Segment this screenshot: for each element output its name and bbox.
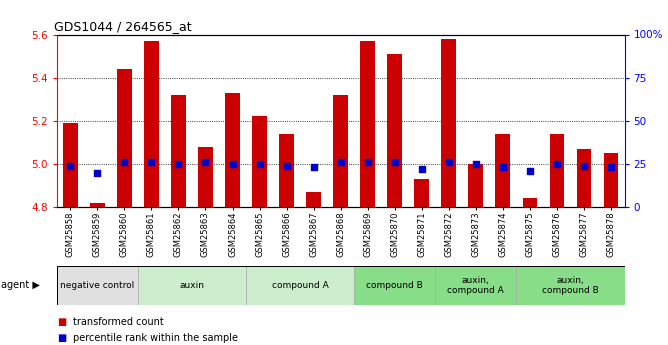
Point (416, 166, 427, 172)
Point (335, 159, 346, 165)
Bar (360, 41, 375, 207)
Point (146, 159, 157, 165)
Point (227, 161, 238, 167)
Point (552, 161, 562, 167)
Text: transformed count: transformed count (73, 317, 164, 326)
Point (606, 165, 617, 170)
Text: percentile rank within the sample: percentile rank within the sample (73, 333, 238, 343)
Bar (138, 266, 246, 305)
Text: agent ▶: agent ▶ (1, 280, 40, 290)
Text: auxin,
compound B: auxin, compound B (542, 276, 599, 295)
Point (578, 163, 589, 168)
Bar (90, 203, 105, 207)
Bar (414, 179, 430, 207)
Point (92, 170, 103, 175)
Point (470, 161, 481, 167)
Bar (522, 198, 537, 207)
Point (362, 159, 373, 165)
Point (65, 163, 75, 168)
Bar (354, 266, 436, 305)
Bar (442, 39, 456, 207)
Bar (436, 266, 516, 305)
Point (119, 159, 130, 165)
Point (281, 163, 292, 168)
Point (444, 159, 454, 165)
Bar (279, 134, 294, 207)
Bar (246, 266, 354, 305)
Bar (604, 153, 619, 207)
Bar (387, 54, 402, 207)
Bar (117, 69, 132, 207)
Bar (516, 266, 625, 305)
Bar (468, 164, 484, 207)
Bar (63, 123, 77, 207)
Point (498, 165, 508, 170)
Bar (225, 93, 240, 207)
Bar (144, 41, 159, 207)
Bar (496, 134, 510, 207)
Bar (171, 95, 186, 207)
Bar (57, 266, 138, 305)
Text: auxin: auxin (180, 281, 204, 290)
Point (255, 161, 265, 167)
Bar (550, 134, 564, 207)
Point (200, 159, 211, 165)
Point (309, 165, 319, 170)
Text: negative control: negative control (60, 281, 134, 290)
Text: compound B: compound B (366, 281, 423, 290)
Bar (333, 95, 348, 207)
Text: auxin,
compound A: auxin, compound A (448, 276, 504, 295)
Text: ■: ■ (57, 317, 66, 326)
Text: GDS1044 / 264565_at: GDS1044 / 264565_at (54, 20, 192, 33)
Bar (198, 147, 213, 207)
Text: ■: ■ (57, 333, 66, 343)
Text: compound A: compound A (272, 281, 329, 290)
Point (524, 168, 535, 174)
Bar (306, 192, 321, 207)
Point (389, 159, 400, 165)
Bar (252, 117, 267, 207)
Bar (576, 149, 591, 207)
Point (173, 161, 184, 167)
